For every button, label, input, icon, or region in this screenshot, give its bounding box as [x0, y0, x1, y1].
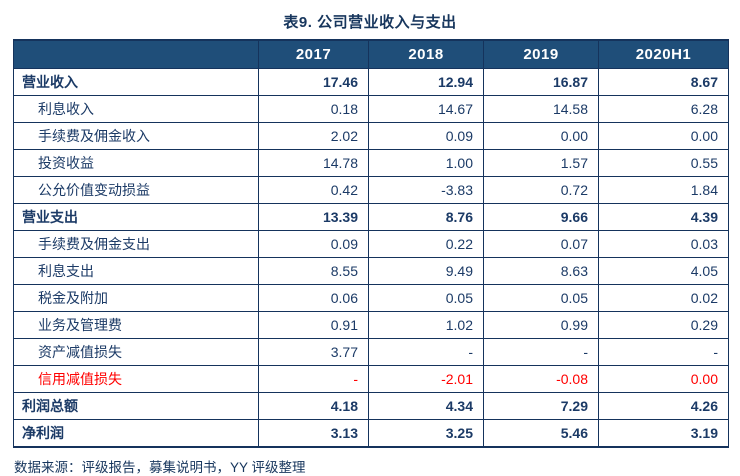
cell-value: 1.00 — [368, 149, 484, 177]
cell-value: 12.94 — [368, 68, 484, 96]
row-label: 营业支出 — [13, 203, 259, 231]
cell-value: 14.58 — [483, 95, 599, 123]
cell-value: 0.03 — [598, 230, 729, 258]
row-label: 营业收入 — [13, 68, 259, 96]
col-header-2018: 2018 — [368, 39, 484, 69]
cell-value: - — [368, 338, 484, 366]
row-label: 信用减值损失 — [13, 365, 259, 393]
cell-value: - — [598, 338, 729, 366]
row-label: 利润总额 — [13, 392, 259, 420]
cell-value: 0.05 — [483, 284, 599, 312]
cell-value: 9.49 — [368, 257, 484, 285]
table-header-row: 2017 2018 2019 2020H1 — [13, 39, 729, 69]
row-label: 净利润 — [13, 419, 259, 448]
row-label: 手续费及佣金支出 — [13, 230, 259, 258]
cell-value: 1.57 — [483, 149, 599, 177]
table-body: 营业收入 17.46 12.94 16.87 8.67 利息收入 0.18 14.67 14.5… — [13, 68, 729, 448]
cell-value: 13.39 — [258, 203, 369, 231]
data-source-note: 数据来源：评级报告，募集说明书，YY 评级整理 — [14, 460, 306, 475]
table-row: 净利润 3.13 3.25 5.46 3.19 — [13, 419, 729, 448]
row-label: 资产减值损失 — [13, 338, 259, 366]
cell-value: 8.67 — [598, 68, 729, 96]
table-row: 信用减值损失 - -2.01 -0.08 0.00 — [13, 365, 729, 393]
cell-value: 0.07 — [483, 230, 599, 258]
row-label: 业务及管理费 — [13, 311, 259, 339]
cell-value: 3.77 — [258, 338, 369, 366]
cell-value: 3.19 — [598, 419, 729, 448]
cell-value: 0.91 — [258, 311, 369, 339]
table-row: 利息收入 0.18 14.67 14.58 6.28 — [13, 95, 729, 123]
cell-value: 8.63 — [483, 257, 599, 285]
row-label: 税金及附加 — [13, 284, 259, 312]
cell-value: 4.18 — [258, 392, 369, 420]
cell-value: 0.00 — [598, 365, 729, 393]
revenue-expense-table: 2017 2018 2019 2020H1 营业收入 17.46 12.94 16.8… — [13, 39, 729, 448]
row-label: 手续费及佣金收入 — [13, 122, 259, 150]
cell-value: 4.26 — [598, 392, 729, 420]
cell-value: -0.08 — [483, 365, 599, 393]
cell-value: 9.66 — [483, 203, 599, 231]
col-header-item — [13, 39, 259, 69]
cell-value: 0.18 — [258, 95, 369, 123]
table-row: 营业收入 17.46 12.94 16.87 8.67 — [13, 68, 729, 96]
col-header-2019: 2019 — [483, 39, 599, 69]
table-row: 利息支出 8.55 9.49 8.63 4.05 — [13, 257, 729, 285]
cell-value: 1.02 — [368, 311, 484, 339]
col-header-2017: 2017 — [258, 39, 369, 69]
table-row: 公允价值变动损益 0.42 -3.83 0.72 1.84 — [13, 176, 729, 204]
table-title: 表9. 公司营业收入与支出 — [283, 14, 457, 31]
table-row: 资产减值损失 3.77- - - — [13, 338, 729, 366]
row-label: 公允价值变动损益 — [13, 176, 259, 204]
cell-value: 0.09 — [258, 230, 369, 258]
col-header-2020h1: 2020H1 — [598, 39, 729, 69]
row-label: 利息收入 — [13, 95, 259, 123]
cell-value: - — [483, 338, 599, 366]
cell-value: 0.42 — [258, 176, 369, 204]
cell-value: 4.39 — [598, 203, 729, 231]
cell-value: 0.22 — [368, 230, 484, 258]
cell-value: -3.83 — [368, 176, 484, 204]
cell-value: 4.05 — [598, 257, 729, 285]
table-row: 业务及管理费 0.91 1.02 0.99 0.29 — [13, 311, 729, 339]
cell-value: 16.87 — [483, 68, 599, 96]
table-row: 手续费及佣金收入 2.02 0.09 0.00 0.00 — [13, 122, 729, 150]
cell-value: 4.34 — [368, 392, 484, 420]
cell-value: 3.25 — [368, 419, 484, 448]
table-row: 手续费及佣金支出 0.09 0.22 0.07 0.03 — [13, 230, 729, 258]
cell-value: 0.72 — [483, 176, 599, 204]
cell-value: 8.55 — [258, 257, 369, 285]
table-row: 投资收益 14.78 1.00 1.57 0.55 — [13, 149, 729, 177]
cell-value: 3.13 — [258, 419, 369, 448]
cell-value: - — [258, 365, 369, 393]
table-row: 利润总额 4.18 4.34 7.29 4.26 — [13, 392, 729, 420]
cell-value: 0.00 — [483, 122, 599, 150]
cell-value: 17.46 — [258, 68, 369, 96]
cell-value: 0.09 — [368, 122, 484, 150]
row-label: 投资收益 — [13, 149, 259, 177]
cell-value: 14.67 — [368, 95, 484, 123]
cell-value: 0.05 — [368, 284, 484, 312]
row-label: 利息支出 — [13, 257, 259, 285]
table-row: 税金及附加 0.06 0.05 0.05 0.02 — [13, 284, 729, 312]
cell-value: 7.29 — [483, 392, 599, 420]
cell-value: 6.28 — [598, 95, 729, 123]
cell-value: 5.46 — [483, 419, 599, 448]
cell-value: 14.78 — [258, 149, 369, 177]
cell-value: 0.06 — [258, 284, 369, 312]
cell-value: 0.55 — [598, 149, 729, 177]
cell-value: 8.76 — [368, 203, 484, 231]
cell-value: 1.84 — [598, 176, 729, 204]
cell-value: 0.99 — [483, 311, 599, 339]
cell-value: -2.01 — [368, 365, 484, 393]
cell-value: 2.02 — [258, 122, 369, 150]
cell-value: 0.29 — [598, 311, 729, 339]
cell-value: 0.00 — [598, 122, 729, 150]
table-row: 营业支出 13.39 8.76 9.66 4.39 — [13, 203, 729, 231]
cell-value: 0.02 — [598, 284, 729, 312]
